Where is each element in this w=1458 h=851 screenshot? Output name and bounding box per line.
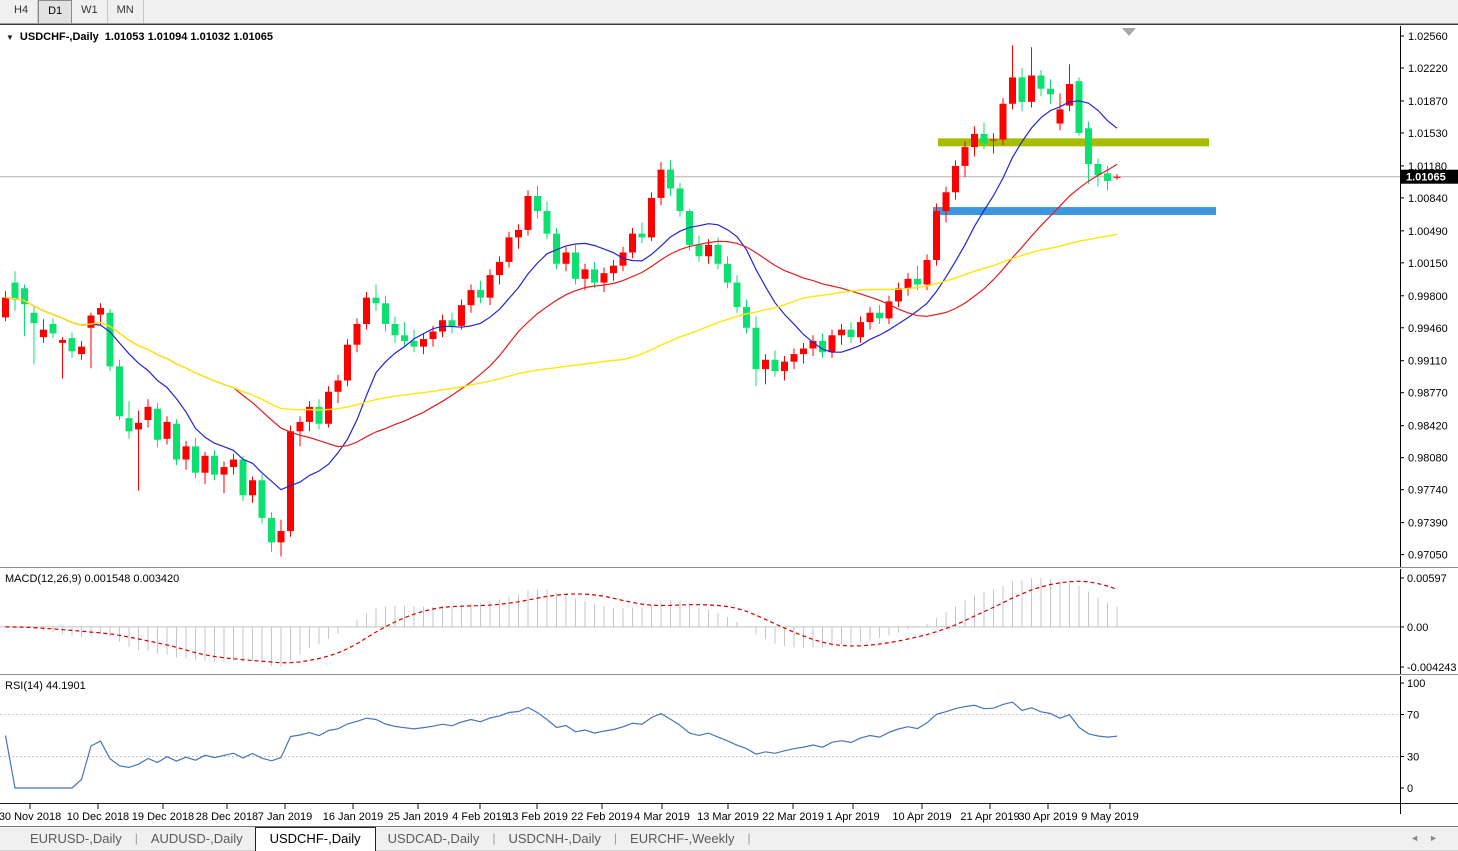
macd-canvas[interactable]: 0.00597 0.00 -0.004243 xyxy=(0,569,1458,674)
collapse-triangle-icon[interactable]: ▼ xyxy=(6,32,14,42)
current-price-value: 1.01065 xyxy=(1406,172,1446,184)
tab-separator: | xyxy=(613,831,618,845)
resistance-olive-line[interactable] xyxy=(938,138,1209,147)
date-tick-label: 13 Feb 2019 xyxy=(506,811,568,823)
svg-text:0.99800: 0.99800 xyxy=(1408,291,1448,303)
rsi-axis: 100 70 30 0 xyxy=(1400,676,1425,803)
date-tick-label: 10 Dec 2018 xyxy=(67,811,129,823)
tab-scroll-left-icon[interactable]: ◄ xyxy=(1410,833,1430,843)
date-ticks: 30 Nov 2018 10 Dec 2018 19 Dec 2018 28 Dec … xyxy=(0,804,1401,823)
svg-text:100: 100 xyxy=(1407,678,1425,690)
date-tick-label: 30 Nov 2018 xyxy=(0,811,61,823)
svg-text:30: 30 xyxy=(1407,752,1419,764)
price-axis: 1.025601.022201.018701.015301.011801.008… xyxy=(1400,26,1458,567)
date-axis-canvas: 30 Nov 2018 10 Dec 2018 19 Dec 2018 28 Dec … xyxy=(0,804,1401,823)
date-tick-label: 21 Apr 2019 xyxy=(960,811,1019,823)
svg-text:70: 70 xyxy=(1407,710,1419,722)
tab-scroll-right-icon[interactable]: ► xyxy=(1429,833,1448,843)
date-tick-label: 19 Dec 2018 xyxy=(132,811,194,823)
date-tick-label: 28 Dec 2018 xyxy=(196,811,258,823)
date-tick-label: 13 Mar 2019 xyxy=(697,811,759,823)
chart-symbol-line: ▼ USDCHF-,Daily 1.01053 1.01094 1.01032 … xyxy=(6,31,273,43)
symbol-tab-bar: EURUSD-,Daily | AUDUSD-,Daily USDCHF-,Da… xyxy=(0,826,1458,851)
macd-label: MACD(12,26,9) 0.001548 0.003420 xyxy=(5,573,180,585)
svg-text:1.01870: 1.01870 xyxy=(1408,96,1448,108)
date-tick-label: 10 Apr 2019 xyxy=(892,811,951,823)
symbol-quotes: 1.01053 1.01094 1.01032 1.01065 xyxy=(104,31,273,43)
tab-separator: | xyxy=(492,831,496,845)
svg-text:1.01530: 1.01530 xyxy=(1408,128,1448,140)
timeframe-toolbar: H4 D1 W1 MN xyxy=(0,0,1458,24)
date-tick-label: 4 Mar 2019 xyxy=(634,811,690,823)
price-chart-panel[interactable]: 1.02560 1.02220 1.01870 1.01530 1.01180 1.008… xyxy=(0,24,1458,567)
svg-text:0.00597: 0.00597 xyxy=(1407,573,1447,585)
macd-axis: 0.00597 0.00 -0.004243 xyxy=(1400,569,1457,674)
svg-text:0.98080: 0.98080 xyxy=(1408,453,1448,465)
tab-usdcad-daily[interactable]: USDCAD-,Daily xyxy=(387,831,480,846)
tab-eurchf-weekly[interactable]: EURCHF-,Weekly xyxy=(630,831,735,846)
moving-averages-layer xyxy=(5,100,1118,491)
symbol-title: USDCHF-,Daily xyxy=(19,31,99,43)
current-price-box xyxy=(1401,169,1458,184)
svg-text:0.00: 0.00 xyxy=(1407,622,1428,634)
timeframe-d1-button[interactable]: D1 xyxy=(38,0,73,23)
date-tick-label: 1 Apr 2019 xyxy=(826,811,879,823)
svg-text:1.00490: 1.00490 xyxy=(1408,226,1448,238)
svg-text:0.97390: 0.97390 xyxy=(1408,518,1448,530)
svg-text:0.97050: 0.97050 xyxy=(1408,550,1448,562)
date-tick-label: 25 Jan 2019 xyxy=(388,811,449,823)
svg-text:1.00840: 1.00840 xyxy=(1408,193,1448,205)
date-axis[interactable]: 30 Nov 2018 10 Dec 2018 19 Dec 2018 28 Dec … xyxy=(0,803,1458,826)
candles-layer xyxy=(2,45,1121,557)
macd-panel[interactable]: 0.00597 0.00 -0.004243 MACD(12,26,9) 0.001… xyxy=(0,567,1458,674)
tab-separator: | xyxy=(747,831,751,845)
chart-shift-marker-icon[interactable] xyxy=(1122,28,1136,36)
rsi-line xyxy=(4,701,1118,789)
svg-text:0.99460: 0.99460 xyxy=(1408,323,1448,335)
rsi-label: RSI(14) 44.1901 xyxy=(5,680,86,692)
ma-25-line xyxy=(5,163,1118,448)
rsi-canvas[interactable]: 100 70 30 0 xyxy=(0,676,1458,803)
timeframe-mn-button[interactable]: MN xyxy=(108,0,144,23)
support-blue-line[interactable] xyxy=(933,207,1216,216)
svg-text:-0.004243: -0.004243 xyxy=(1407,662,1457,674)
rsi-panel[interactable]: 100 70 30 0 RSI(14) 44.1901 xyxy=(0,674,1458,803)
tab-scroll-arrows[interactable]: ◄► xyxy=(1410,833,1448,843)
svg-text:0.98420: 0.98420 xyxy=(1408,421,1448,433)
tab-audusd-daily[interactable]: AUDUSD-,Daily xyxy=(150,831,243,846)
svg-text:1.02220: 1.02220 xyxy=(1408,63,1448,75)
ma-55-line xyxy=(5,233,1118,411)
macd-signal-line xyxy=(5,580,1118,664)
macd-histogram xyxy=(14,578,1118,667)
date-tick-label: 22 Mar 2019 xyxy=(762,811,824,823)
tab-eurusd-daily[interactable]: EURUSD-,Daily xyxy=(30,831,122,846)
date-tick-label: 30 Apr 2019 xyxy=(1018,811,1077,823)
date-tick-label: 16 Jan 2019 xyxy=(323,811,384,823)
svg-text:1.02560: 1.02560 xyxy=(1408,31,1448,43)
svg-text:1.00150: 1.00150 xyxy=(1408,258,1448,270)
tab-usdcnh-daily[interactable]: USDCNH-,Daily xyxy=(508,831,601,846)
date-tick-label: 9 May 2019 xyxy=(1081,811,1138,823)
horizontal-line-objects[interactable] xyxy=(933,138,1216,216)
date-tick-label: 7 Jan 2019 xyxy=(258,811,312,823)
timeframe-h4-button[interactable]: H4 xyxy=(5,0,39,23)
date-tick-label: 4 Feb 2019 xyxy=(452,811,508,823)
svg-text:0: 0 xyxy=(1407,783,1413,795)
svg-text:0.97740: 0.97740 xyxy=(1408,485,1448,497)
date-tick-label: 22 Feb 2019 xyxy=(571,811,633,823)
price-chart-canvas[interactable]: 1.025601.022201.018701.015301.011801.008… xyxy=(0,26,1458,567)
svg-text:0.98770: 0.98770 xyxy=(1408,388,1448,400)
svg-text:0.99110: 0.99110 xyxy=(1408,356,1447,368)
tab-separator: | xyxy=(134,831,138,845)
tab-usdchf-daily[interactable]: USDCHF-,Daily xyxy=(254,827,376,851)
ma-10-line xyxy=(5,100,1118,491)
timeframe-w1-button[interactable]: W1 xyxy=(72,0,108,23)
